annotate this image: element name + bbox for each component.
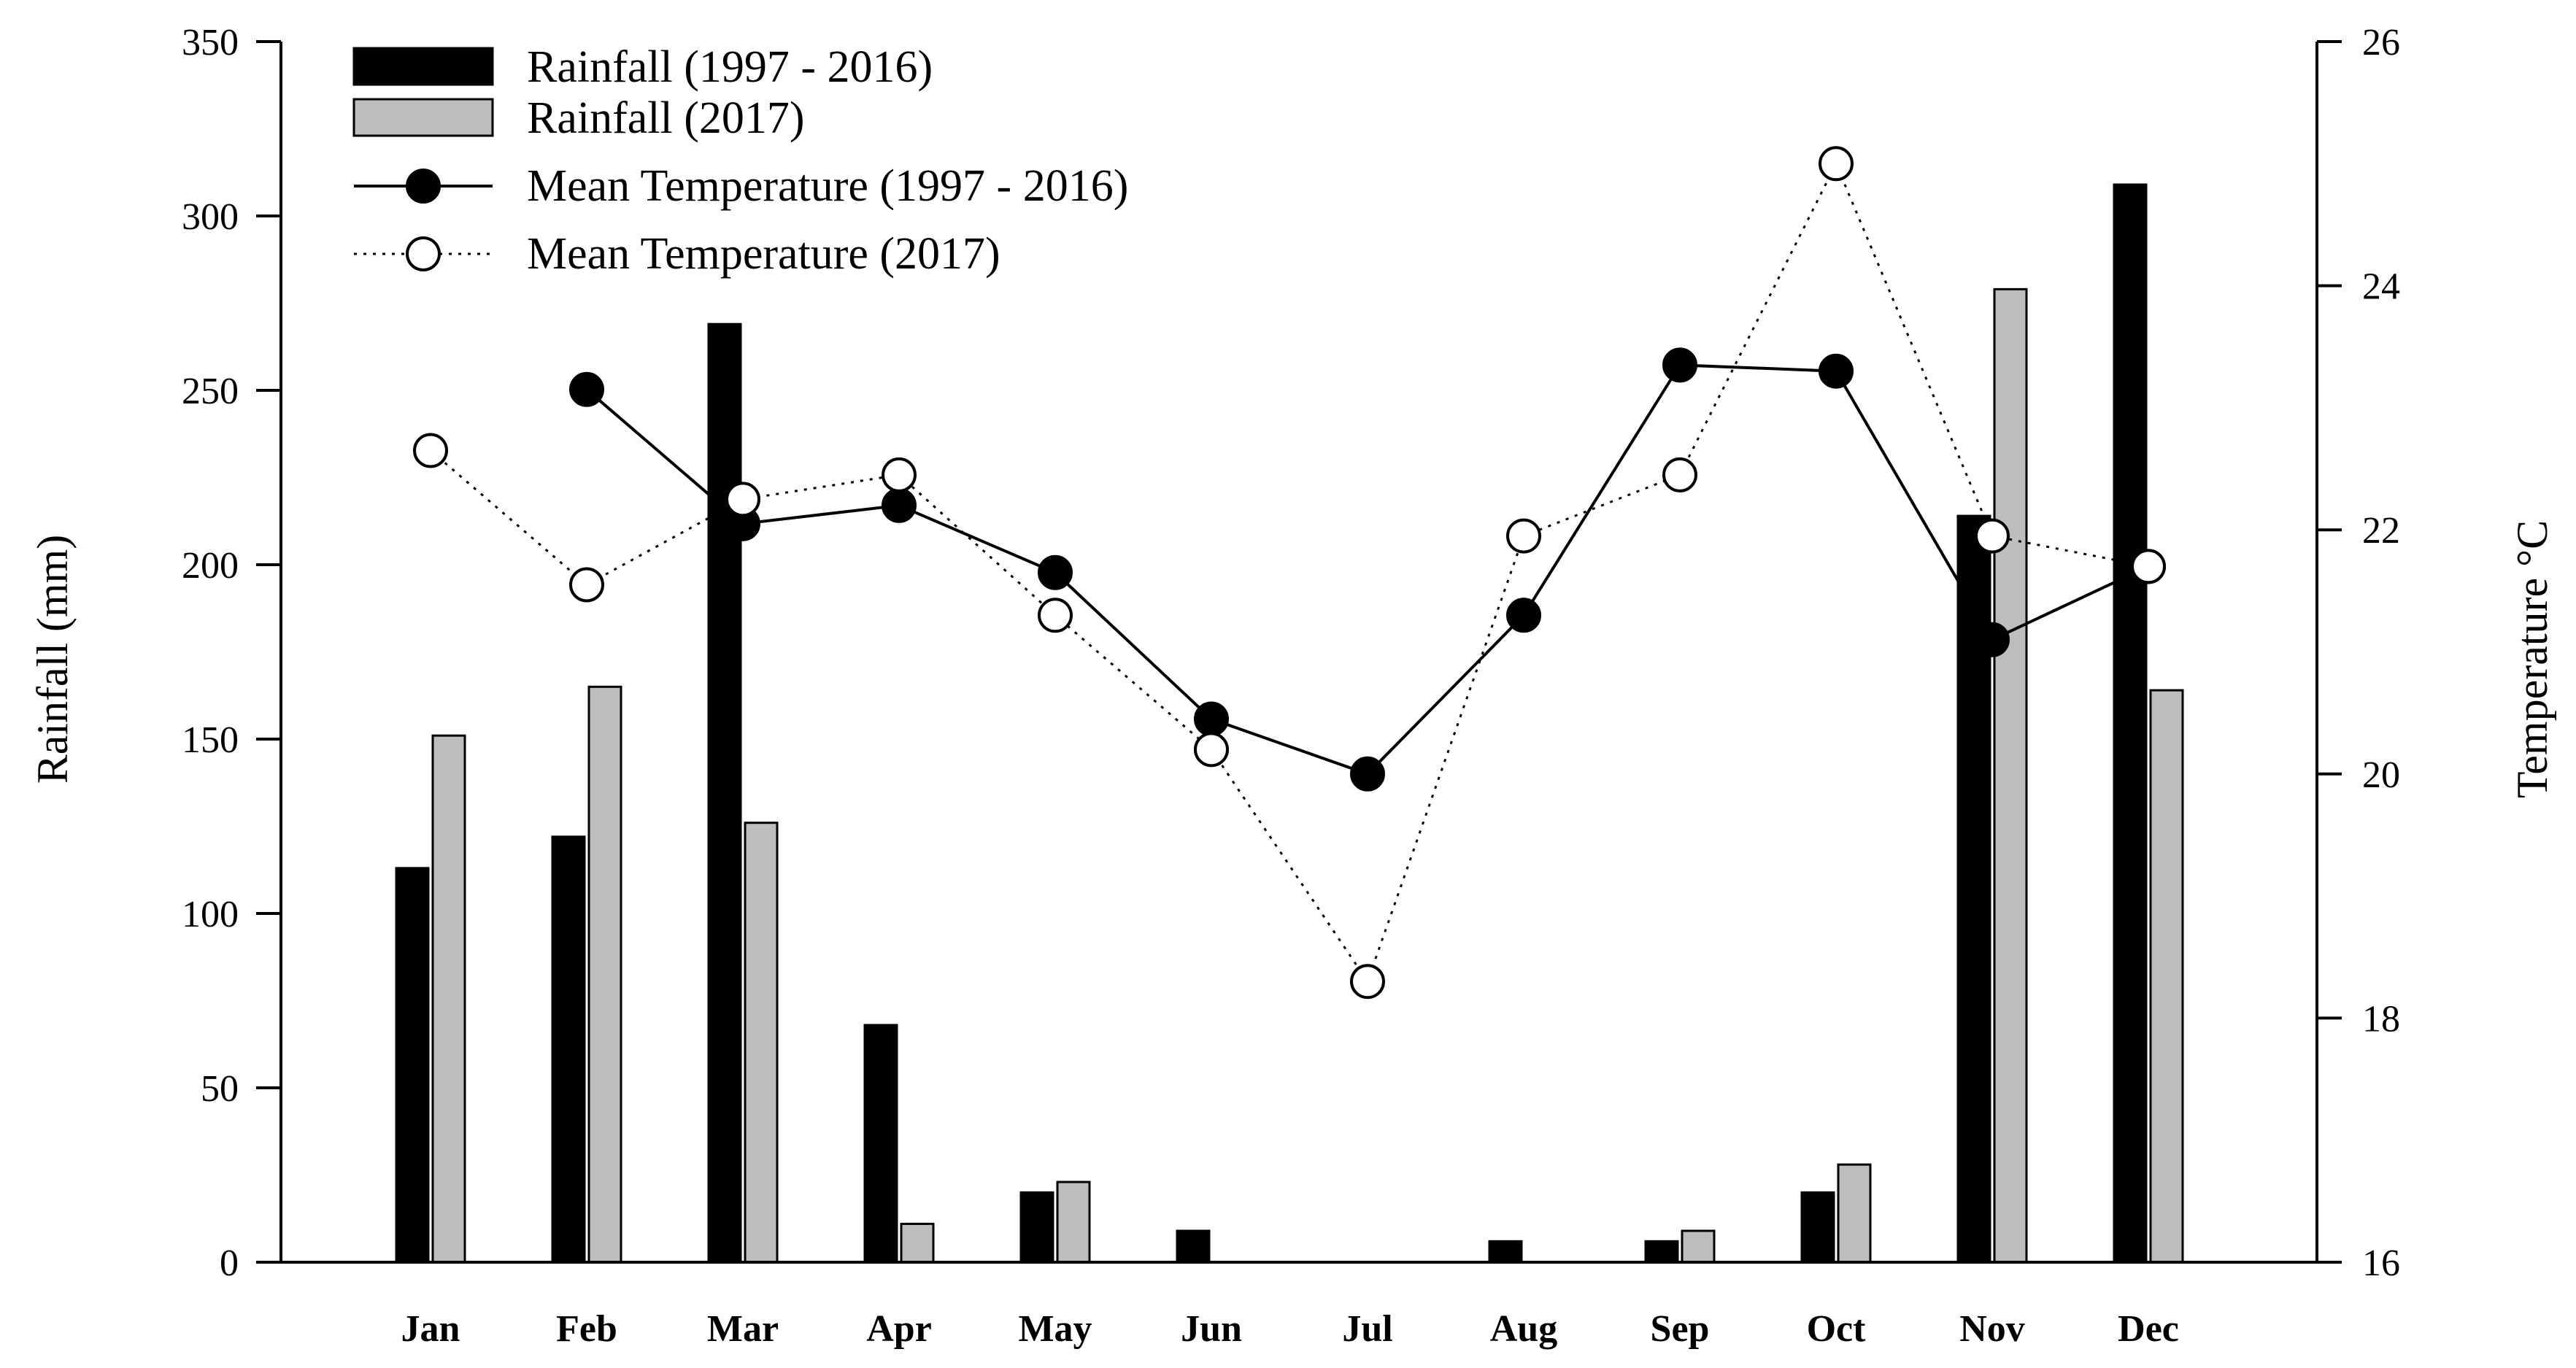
- line-mean-temperature-1997-2016: [585, 363, 2149, 776]
- legend-marker-mean-temperature-1997-2016: [406, 169, 441, 204]
- legend: Rainfall (1997 - 2016)Rainfall (2017) Mea…: [352, 42, 1128, 279]
- y-tick-label-200: 200: [182, 545, 239, 587]
- y-tick-label-250: 250: [182, 371, 239, 412]
- point-mean-temperature-2017-dec: [2131, 549, 2166, 584]
- y2-tick-label-18: 18: [2362, 998, 2400, 1040]
- legend-label-rainfall-2017: Rainfall (2017): [527, 93, 805, 143]
- y-tick-label-150: 150: [182, 719, 239, 761]
- point-mean-temperature-2017-jan: [413, 433, 448, 468]
- point-mean-temperature-2017-oct: [1819, 146, 1854, 182]
- y2-tick-label-16: 16: [2362, 1243, 2400, 1284]
- x-tick-label-aug: Aug: [1490, 1308, 1557, 1350]
- point-mean-temperature-1997-2016-apr: [882, 487, 917, 523]
- x-tick-label-jul: Jul: [1342, 1308, 1392, 1350]
- y2-tick-label-24: 24: [2362, 266, 2400, 308]
- bar-rainfall-1997-2016-dec: [2113, 183, 2148, 1264]
- bar-rainfall-2017-nov: [1993, 287, 2028, 1264]
- legend-label-rainfall-1997-2016: Rainfall (1997 - 2016): [527, 42, 933, 92]
- point-mean-temperature-1997-2016-may: [1038, 554, 1073, 590]
- x-tick-label-may: May: [1018, 1308, 1092, 1350]
- bar-rainfall-2017-may: [1056, 1180, 1091, 1264]
- legend-marker-mean-temperature-2017: [406, 236, 441, 271]
- lines-layer: [413, 146, 2166, 1000]
- y-tick-label-100: 100: [182, 894, 239, 935]
- y-tick-label-0: 0: [220, 1243, 239, 1284]
- y-tick-label-300: 300: [182, 196, 239, 238]
- point-mean-temperature-1997-2016-jul: [1350, 756, 1385, 792]
- x-tick-label-sep: Sep: [1651, 1308, 1710, 1350]
- x-tick-label-apr: Apr: [866, 1308, 932, 1350]
- point-mean-temperature-1997-2016-nov: [1975, 622, 2010, 657]
- point-mean-temperature-1997-2016-oct: [1819, 353, 1854, 389]
- y2-tick-label-22: 22: [2362, 510, 2400, 552]
- legend-label-mean-temperature-2017: Mean Temperature (2017): [527, 229, 1000, 279]
- point-mean-temperature-2017-aug: [1506, 518, 1541, 554]
- bar-rainfall-2017-apr: [900, 1222, 935, 1264]
- y2-tick-label-26: 26: [2362, 22, 2400, 63]
- y-axis-title: Rainfall (mm): [28, 535, 77, 784]
- bar-rainfall-1997-2016-oct: [1800, 1191, 1835, 1264]
- bar-rainfall-1997-2016-jan: [395, 867, 430, 1264]
- y-tick-label-350: 350: [182, 22, 239, 63]
- point-mean-temperature-2017-jul: [1350, 964, 1385, 1000]
- legend-label-mean-temperature-1997-2016: Mean Temperature (1997 - 2016): [527, 161, 1128, 211]
- bars-layer: [395, 183, 2184, 1264]
- point-mean-temperature-1997-2016-feb: [569, 371, 604, 407]
- point-mean-temperature-2017-jun: [1194, 732, 1229, 768]
- x-tick-label-dec: Dec: [2118, 1308, 2179, 1350]
- point-mean-temperature-2017-sep: [1662, 457, 1697, 492]
- bar-rainfall-1997-2016-jun: [1176, 1229, 1211, 1264]
- x-tick-label-feb: Feb: [556, 1308, 617, 1350]
- x-tick-label-nov: Nov: [1959, 1308, 2025, 1350]
- x-tick-label-jun: Jun: [1181, 1308, 1242, 1350]
- point-mean-temperature-1997-2016-aug: [1506, 598, 1541, 633]
- bar-rainfall-1997-2016-mar: [707, 322, 742, 1264]
- x-tick-label-oct: Oct: [1807, 1308, 1867, 1350]
- bar-rainfall-2017-oct: [1837, 1163, 1872, 1264]
- x-tick-label-jan: Jan: [401, 1308, 460, 1350]
- legend-swatch-rainfall-2017: [352, 98, 494, 137]
- axes-layer: 0 50 100 150 200 250 300 350 16 18 20 22 24 26 Jan Feb M…: [182, 22, 2400, 1350]
- y2-tick-label-20: 20: [2362, 754, 2400, 796]
- bar-rainfall-2017-mar: [744, 822, 779, 1264]
- point-mean-temperature-1997-2016-jun: [1194, 701, 1229, 737]
- bar-rainfall-2017-feb: [587, 685, 622, 1264]
- point-mean-temperature-1997-2016-sep: [1662, 347, 1697, 383]
- bar-rainfall-1997-2016-feb: [551, 835, 586, 1264]
- point-mean-temperature-2017-mar: [725, 482, 760, 517]
- bar-rainfall-2017-jan: [431, 734, 466, 1264]
- point-mean-temperature-2017-feb: [569, 567, 604, 603]
- bar-rainfall-1997-2016-may: [1019, 1191, 1054, 1264]
- line-mean-temperature-2017: [430, 161, 2149, 984]
- y-tick-label-50: 50: [201, 1068, 239, 1110]
- legend-swatch-rainfall-1997-2016: [352, 47, 494, 86]
- point-mean-temperature-2017-nov: [1975, 518, 2010, 554]
- bar-rainfall-1997-2016-sep: [1644, 1240, 1679, 1264]
- bar-rainfall-1997-2016-aug: [1488, 1240, 1523, 1264]
- bar-rainfall-2017-sep: [1681, 1229, 1716, 1264]
- bar-rainfall-2017-dec: [2149, 689, 2184, 1264]
- point-mean-temperature-2017-may: [1038, 598, 1073, 633]
- x-tick-label-mar: Mar: [707, 1308, 779, 1350]
- y2-axis-title: Temperature °C: [2508, 520, 2556, 798]
- point-mean-temperature-2017-apr: [882, 457, 917, 492]
- bar-rainfall-1997-2016-apr: [863, 1024, 898, 1264]
